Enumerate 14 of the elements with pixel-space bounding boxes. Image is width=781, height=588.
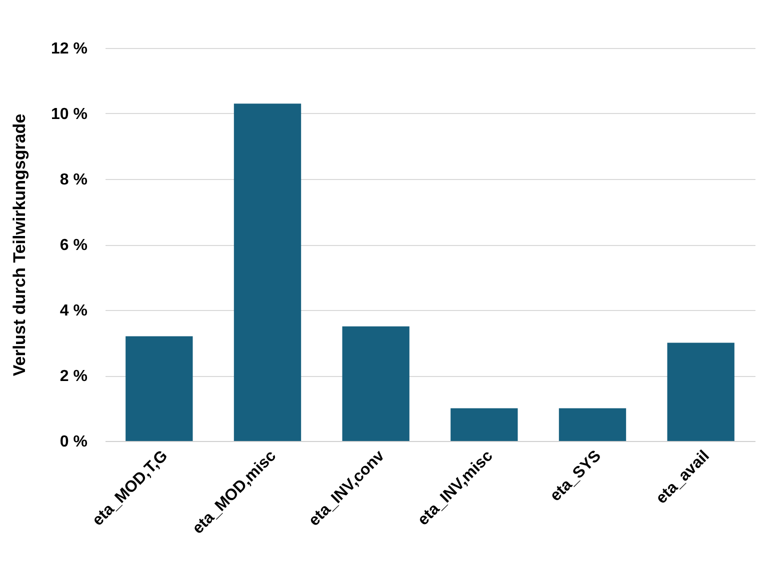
bar <box>234 104 302 441</box>
y-tick-label: 4 % <box>60 302 88 320</box>
y-tick-label: 12 % <box>51 40 88 58</box>
y-tick-label: 10 % <box>51 106 88 123</box>
y-tick-label: 6 % <box>60 237 88 254</box>
bar <box>450 408 518 441</box>
bar <box>558 408 626 441</box>
bar <box>667 342 734 441</box>
bar <box>126 336 193 441</box>
y-tick-label: 8 % <box>60 172 88 188</box>
y-tick-label: 2 % <box>60 368 88 385</box>
bar <box>342 326 410 441</box>
y-axis-title: Verlust durch Teilwirkungsgrade <box>10 114 30 376</box>
y-tick-label: 0 % <box>60 434 88 450</box>
